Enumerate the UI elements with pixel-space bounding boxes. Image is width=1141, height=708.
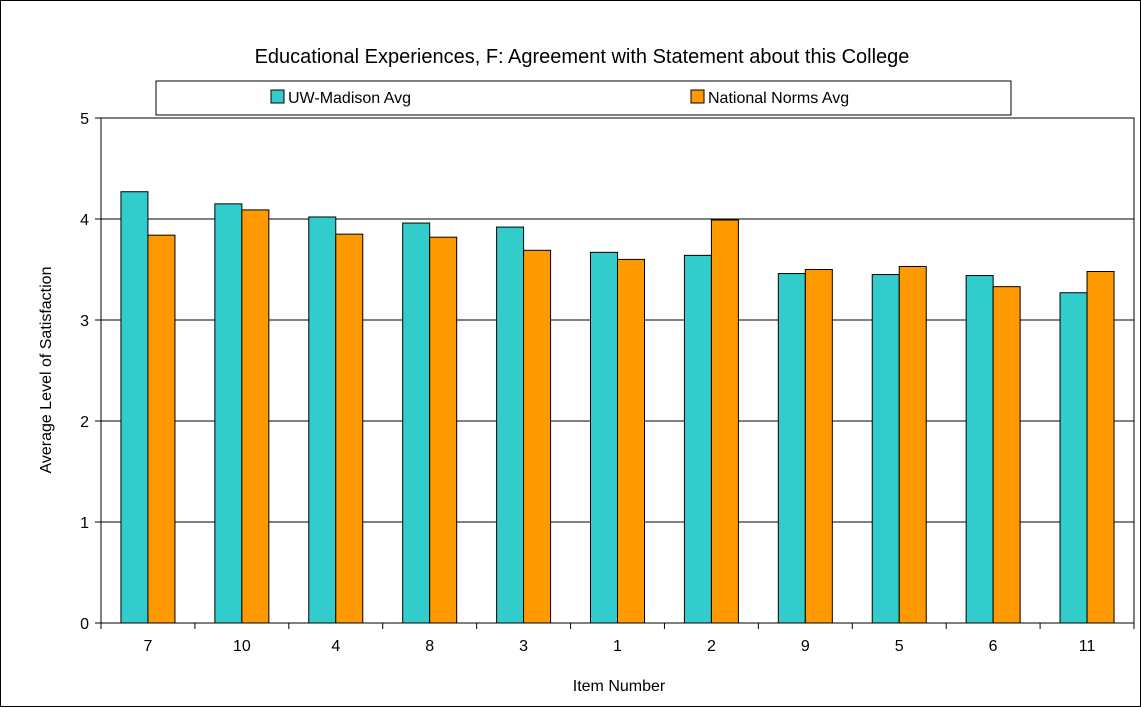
legend-box [155,80,1012,116]
x-tick-label: 7 [144,638,153,655]
x-tick-label: 10 [233,638,251,655]
bar-national-norms-item-4 [335,233,364,624]
bar-national-norms-item-9 [804,269,833,624]
bar-national-norms-item-1 [617,258,645,624]
plot-area: 0 1 2 3 4 5 7 10 4 8 3 1 2 9 5 6 11 [80,111,1135,655]
x-tick-label: 8 [425,638,434,655]
legend-swatch [690,89,705,104]
y-axis-label: Average Level of Satisfaction [38,267,55,474]
x-tick-label: 2 [707,638,716,655]
legend: UW-Madison Avg National Norms Avg [155,80,1012,116]
bar-national-norms-item-6 [992,286,1021,624]
x-tick-label: 1 [613,638,622,655]
bar-uw-madison-item-1 [590,251,618,624]
y-tick-label: 3 [80,313,89,330]
bar-uw-madison-item-10 [214,203,243,624]
bar-national-norms-item-11 [1086,271,1115,624]
chart-title: Educational Experiences, F: Agreement wi… [255,46,910,68]
bar-national-norms-item-5 [898,265,927,624]
y-tick-label: 0 [80,616,89,633]
legend-label: National Norms Avg [708,90,849,107]
bar-national-norms-item-8 [429,236,458,624]
x-tick-label: 3 [519,638,528,655]
y-tick-label: 2 [80,414,89,431]
bar-uw-madison-item-2 [683,254,712,624]
y-tick-label: 1 [80,515,89,532]
x-tick-label: 11 [1079,638,1096,655]
y-tick-label: 5 [80,111,89,128]
bar-uw-madison-item-4 [308,216,337,624]
bar-uw-madison-item-6 [965,275,994,624]
x-axis: 7 10 4 8 3 1 2 9 5 6 11 [100,622,1135,655]
bar-uw-madison-item-3 [496,226,525,624]
x-tick-label: 6 [989,638,998,655]
y-axis: 0 1 2 3 4 5 [80,111,102,633]
legend-label: UW-Madison Avg [288,90,411,107]
bar-national-norms-item-2 [710,219,739,624]
x-axis-label: Item Number [573,678,666,695]
bar-uw-madison-item-8 [402,222,431,624]
x-tick-label: 4 [331,638,340,655]
x-tick-label: 5 [895,638,904,655]
bar-national-norms-item-3 [523,249,552,624]
bar-uw-madison-item-11 [1059,292,1088,624]
y-tick-label: 4 [80,212,89,229]
bars [120,191,1115,624]
legend-swatch [270,89,285,104]
bar-national-norms-item-7 [147,234,176,624]
bar-national-norms-item-10 [241,209,270,624]
bar-uw-madison-item-7 [120,191,149,624]
bar-uw-madison-item-5 [871,274,900,624]
bar-uw-madison-item-9 [777,273,806,624]
x-tick-label: 9 [801,638,810,655]
